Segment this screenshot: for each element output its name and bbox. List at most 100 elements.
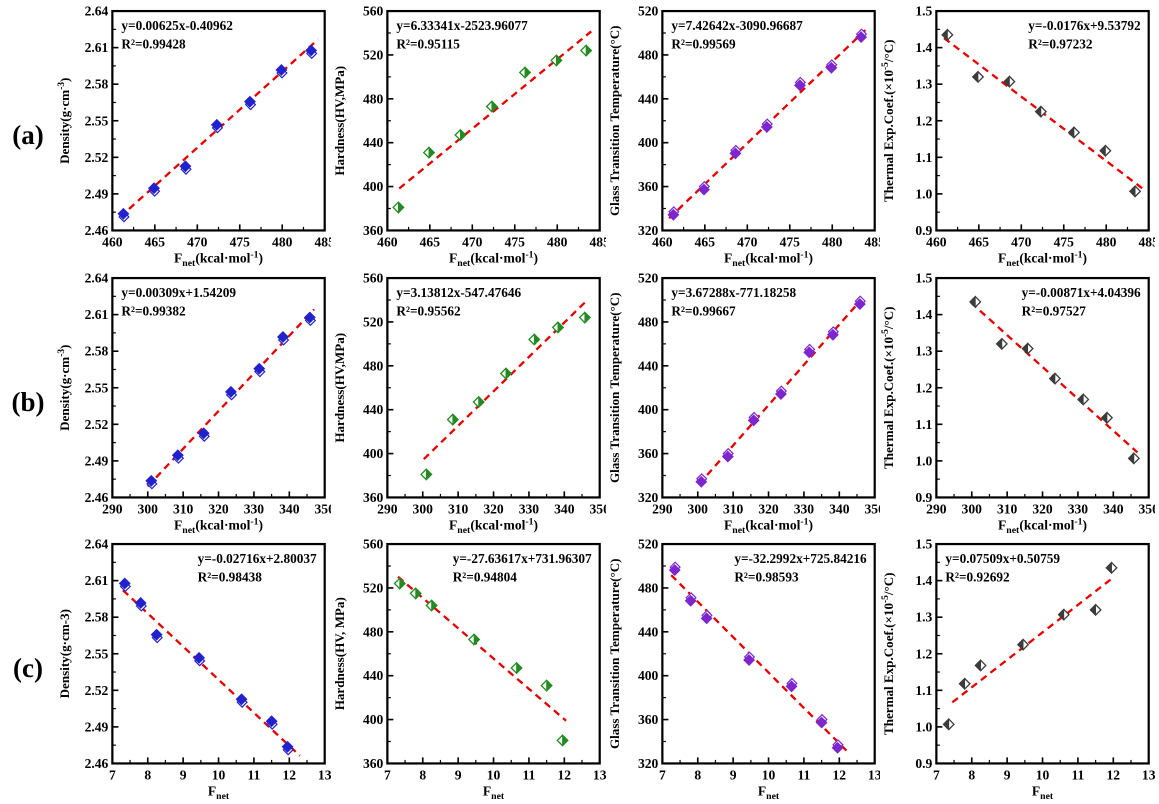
svg-text:290: 290: [102, 501, 123, 516]
svg-text:7: 7: [933, 768, 940, 783]
panel-a1: 460 465 470 475 480 485 2.46 2.49 2.52 2.55 2.58 2.…: [56, 2, 331, 269]
svg-text:560: 560: [363, 270, 384, 285]
svg-text:R²=0.99428: R²=0.99428: [121, 36, 186, 51]
svg-text:2.55: 2.55: [85, 113, 109, 128]
svg-text:310: 310: [448, 501, 469, 516]
svg-text:460: 460: [652, 235, 673, 250]
svg-text:R²=0.94804: R²=0.94804: [452, 570, 517, 585]
svg-text:Hardness(HV, MPa): Hardness(HV, MPa): [332, 598, 347, 711]
svg-text:440: 440: [637, 625, 658, 640]
svg-text:2.55: 2.55: [85, 380, 109, 395]
svg-text:Density(g·cm-3): Density(g·cm-3): [57, 344, 72, 430]
svg-text:Fnet(kcal·mol-1): Fnet(kcal·mol-1): [174, 516, 263, 535]
svg-text:11: 11: [522, 768, 535, 783]
svg-text:Fnet: Fnet: [1032, 784, 1054, 802]
svg-text:520: 520: [637, 270, 658, 285]
plot-tg-vs-fnet-a: 460 465 470 475 480 485 320 360 400 440 480 520 Fnet…: [607, 4, 881, 269]
svg-text:475: 475: [504, 235, 525, 250]
svg-text:9: 9: [454, 768, 461, 783]
svg-text:400: 400: [363, 179, 384, 194]
svg-text:12: 12: [832, 768, 846, 783]
svg-text:320: 320: [637, 490, 658, 505]
svg-text:R²=0.95115: R²=0.95115: [396, 36, 460, 51]
svg-text:Thermal Exp.Coef.(×10-5/°C): Thermal Exp.Coef.(×10-5/°C): [881, 306, 896, 469]
svg-text:y=7.42642x-3090.96687: y=7.42642x-3090.96687: [671, 18, 803, 33]
svg-text:290: 290: [652, 501, 673, 516]
svg-text:460: 460: [926, 235, 947, 250]
svg-text:310: 310: [173, 501, 194, 516]
svg-text:320: 320: [637, 223, 658, 238]
svg-text:10: 10: [212, 768, 226, 783]
svg-text:340: 340: [1103, 501, 1124, 516]
svg-text:1.5: 1.5: [916, 4, 933, 19]
svg-text:475: 475: [779, 235, 800, 250]
svg-text:Glass Transition Temperature(°: Glass Transition Temperature(°C): [607, 25, 622, 216]
svg-text:Thermal Exp.Coef.(×10-5/°C): Thermal Exp.Coef.(×10-5/°C): [881, 39, 896, 202]
svg-text:2.46: 2.46: [85, 756, 109, 771]
svg-text:460: 460: [102, 235, 123, 250]
svg-text:1.1: 1.1: [916, 683, 933, 698]
svg-text:10: 10: [486, 768, 500, 783]
svg-text:1.2: 1.2: [916, 380, 933, 395]
svg-text:Hardness(HV,MPa): Hardness(HV,MPa): [332, 333, 347, 443]
svg-text:R²=0.97232: R²=0.97232: [1028, 36, 1093, 51]
plot-hardness-vs-fnet-b: 290 300 310 320 330 340 350 360 400 440 480 520 560 F…: [332, 270, 606, 535]
svg-text:y=3.67288x-771.18258: y=3.67288x-771.18258: [671, 285, 796, 300]
svg-text:R²=0.98593: R²=0.98593: [734, 570, 799, 585]
svg-text:480: 480: [637, 314, 658, 329]
plot-density-vs-fnet-b: 290 300 310 320 330 340 350 2.46 2.49 2.52 2.55 2.5…: [57, 270, 331, 535]
svg-text:330: 330: [793, 501, 814, 516]
svg-text:1.5: 1.5: [916, 270, 933, 285]
svg-text:y=-27.63617x+731.96307: y=-27.63617x+731.96307: [452, 552, 591, 567]
svg-text:R²=0.98438: R²=0.98438: [198, 570, 263, 585]
svg-text:Density(g·cm-3): Density(g·cm-3): [57, 609, 72, 698]
svg-text:480: 480: [637, 581, 658, 596]
svg-text:R²=0.99667: R²=0.99667: [671, 303, 736, 318]
svg-text:12: 12: [1107, 768, 1121, 783]
panel-a4: 460 465 470 475 480 485 0.9 1.0 1.1 1.2 1.3 1.4 1.5 F…: [880, 2, 1155, 269]
svg-text:340: 340: [554, 501, 575, 516]
panel-c1: 7 8 9 10 11 12 13 2.46 2.49 2.52 2.55 2.58 2.61 2.64 F…: [56, 535, 331, 802]
svg-text:10: 10: [1036, 768, 1050, 783]
plot-tg-vs-fnet-c: 7 8 9 10 11 12 13 320 360 400 440 480 520 Fnet Glass T…: [607, 537, 881, 802]
svg-text:R²=0.95562: R²=0.95562: [396, 303, 461, 318]
panel-c2: 7 8 9 10 11 12 13 360 400 440 480 520 560 Fnet Hardnes…: [331, 535, 606, 802]
svg-text:2.58: 2.58: [85, 343, 109, 358]
row-label-a: (a): [12, 119, 44, 150]
svg-text:470: 470: [187, 235, 208, 250]
svg-text:2.46: 2.46: [85, 223, 109, 238]
svg-text:480: 480: [547, 235, 568, 250]
svg-text:2.55: 2.55: [85, 647, 109, 662]
svg-text:1.0: 1.0: [916, 453, 933, 468]
svg-text:Fnet(kcal·mol-1): Fnet(kcal·mol-1): [998, 250, 1087, 269]
svg-text:1.4: 1.4: [916, 307, 933, 322]
svg-text:300: 300: [412, 501, 433, 516]
svg-text:320: 320: [1033, 501, 1054, 516]
row-label-c: (c): [13, 653, 43, 684]
svg-text:7: 7: [658, 768, 665, 783]
svg-text:Fnet(kcal·mol-1): Fnet(kcal·mol-1): [724, 250, 813, 269]
svg-text:y=6.33341x-2523.96077: y=6.33341x-2523.96077: [396, 18, 528, 33]
svg-text:400: 400: [637, 669, 658, 684]
svg-text:290: 290: [926, 501, 947, 516]
svg-text:8: 8: [694, 768, 701, 783]
svg-text:Fnet: Fnet: [757, 784, 779, 802]
svg-text:12: 12: [283, 768, 297, 783]
svg-text:520: 520: [363, 47, 384, 62]
svg-text:13: 13: [1142, 768, 1155, 783]
svg-text:10: 10: [761, 768, 775, 783]
svg-text:440: 440: [363, 402, 384, 417]
svg-text:1.4: 1.4: [916, 574, 933, 589]
svg-text:350: 350: [589, 501, 605, 516]
svg-text:Fnet(kcal·mol-1): Fnet(kcal·mol-1): [449, 250, 538, 269]
svg-text:Fnet(kcal·mol-1): Fnet(kcal·mol-1): [724, 516, 813, 535]
svg-text:2.52: 2.52: [85, 683, 109, 698]
svg-text:2.52: 2.52: [85, 150, 109, 165]
svg-text:470: 470: [462, 235, 483, 250]
svg-text:1.2: 1.2: [916, 647, 933, 662]
svg-text:Thermal Exp.Coef.(×10-5/°C): Thermal Exp.Coef.(×10-5/°C): [881, 573, 896, 736]
svg-text:y=-0.00871x+4.04396: y=-0.00871x+4.04396: [1022, 285, 1141, 300]
panel-b1: 290 300 310 320 330 340 350 2.46 2.49 2.52 2.55 2.5…: [56, 269, 331, 535]
svg-text:360: 360: [637, 446, 658, 461]
